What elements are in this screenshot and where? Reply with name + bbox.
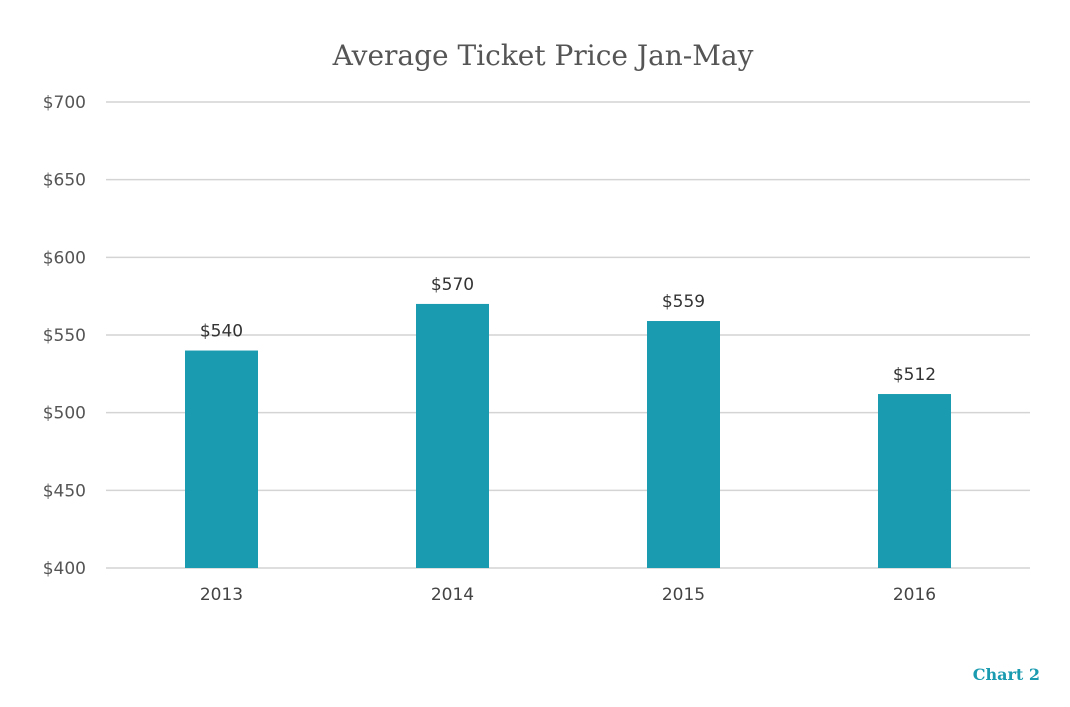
data-label: $559 <box>662 292 705 312</box>
bars <box>185 303 951 568</box>
y-tick-label: $500 <box>43 404 86 424</box>
bar-2016 <box>878 394 951 568</box>
bar-2013 <box>185 350 258 568</box>
bar-2015 <box>647 321 720 568</box>
y-tick-label: $650 <box>43 171 86 191</box>
y-tick-label: $400 <box>43 559 86 579</box>
y-tick-label: $550 <box>43 326 86 346</box>
y-tick-label: $700 <box>43 93 86 113</box>
x-tick-label: 2016 <box>893 585 936 605</box>
data-label: $512 <box>893 365 936 385</box>
y-axis-ticks: $400 $450 $500 $550 $600 $650 $700 <box>43 93 86 579</box>
data-labels: $540 $570 $559 $512 <box>200 275 936 385</box>
chart-title: Average Ticket Price Jan-May <box>332 39 754 72</box>
bar-2014 <box>416 303 489 568</box>
x-tick-label: 2013 <box>200 585 243 605</box>
x-tick-label: 2014 <box>431 585 474 605</box>
data-label: $540 <box>200 322 243 342</box>
y-tick-label: $600 <box>43 248 86 268</box>
y-tick-label: $450 <box>43 481 86 501</box>
chart-number-label: Chart 2 <box>972 665 1040 684</box>
data-label: $570 <box>431 275 474 295</box>
x-tick-label: 2015 <box>662 585 705 605</box>
grid-layer <box>106 101 1030 569</box>
x-axis-ticks: 2013 2014 2015 2016 <box>200 585 936 605</box>
